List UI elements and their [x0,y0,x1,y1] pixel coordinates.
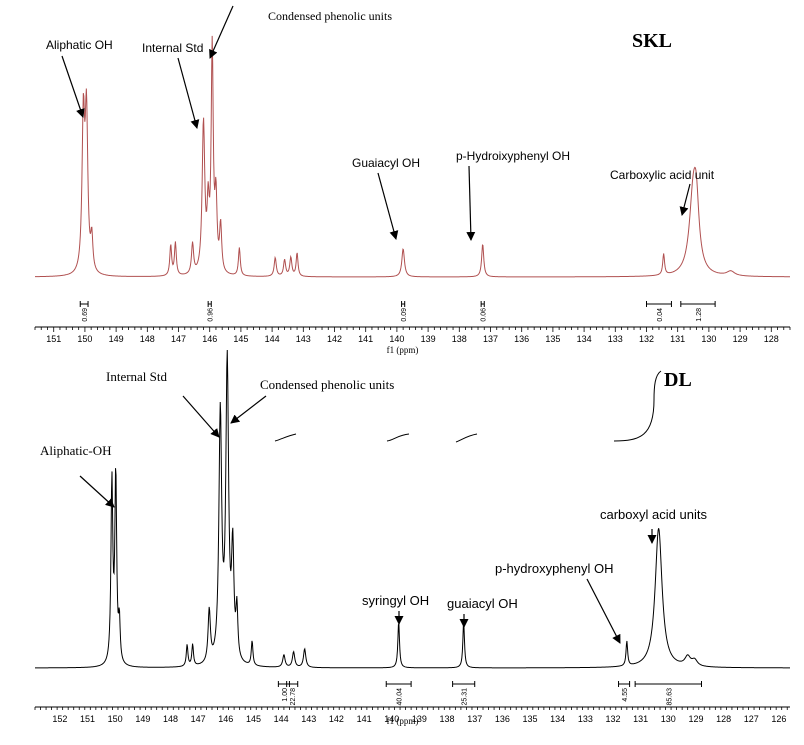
integral-value: 25.31 [462,688,469,706]
x-tick-label: 143 [301,714,316,724]
x-tick-label: 130 [701,334,716,344]
x-tick-label: 133 [608,334,623,344]
x-tick-label: 145 [233,334,248,344]
annotation-arrow [230,395,267,424]
annotation-arrow [679,183,691,216]
peak-annotation-label: Carboxylic acid unit [610,168,715,182]
annotation-arrow [209,5,234,59]
peak-annotation-label: Condensed phenolic units [260,377,394,392]
x-tick-label: 146 [202,334,217,344]
integral-value: 40.04 [397,688,404,706]
integral-value: 0.06 [481,308,488,322]
x-tick-label: 141 [357,714,372,724]
peak-annotation-label: Aliphatic OH [46,38,113,52]
x-tick-label: 144 [274,714,289,724]
spectrum-panel-skl: SKL Aliphatic OH Internal Std Condensed phe… [34,5,791,355]
x-tick-label: 145 [246,714,261,724]
x-tick-label: 146 [218,714,233,724]
x-tick-label: 134 [577,334,592,344]
x-tick-label: 132 [605,714,620,724]
x-tick-label: 140 [389,334,404,344]
x-tick-label: 127 [744,714,759,724]
integral-value: 85.63 [666,688,673,706]
x-tick-label: 152 [52,714,67,724]
x-tick-label: 135 [545,334,560,344]
integral-value: 1.28 [696,308,703,322]
x-tick-label: 149 [135,714,150,724]
integral-value: 4.55 [622,688,629,702]
spectrum-trace [35,349,790,669]
integral-value: 0.04 [657,308,664,322]
x-tick-label: 136 [514,334,529,344]
annotation-arrow [377,172,399,240]
x-tick-label: 144 [265,334,280,344]
x-tick-label: 132 [639,334,654,344]
x-tick-label: 147 [191,714,206,724]
x-tick-label: 148 [140,334,155,344]
integral-value: 22.78 [290,688,297,706]
x-tick-label: 139 [412,714,427,724]
x-tick-label: 143 [296,334,311,344]
x-tick-label: 129 [733,334,748,344]
integral-value: 0.96 [208,308,215,322]
peak-annotation-label: p-Hydroixyphenyl OH [456,149,570,163]
integral-curve [386,433,410,442]
x-tick-label: 148 [163,714,178,724]
integral-value: 0.09 [401,308,408,322]
x-tick-label: 139 [421,334,436,344]
peak-annotation-label: guaiacyl OH [447,596,518,611]
x-tick-label: 128 [764,334,779,344]
integral-curve [613,370,662,442]
integral-value: 0.69 [82,308,89,322]
annotation-arrow [61,55,85,118]
x-tick-label: 151 [80,714,95,724]
x-tick-label: 129 [688,714,703,724]
x-tick-label: 137 [467,714,482,724]
peak-annotation-label: Internal Std [106,369,168,384]
x-tick-label: 138 [452,334,467,344]
x-tick-label: 149 [109,334,124,344]
x-tick-label: 134 [550,714,565,724]
x-tick-label: 150 [77,334,92,344]
peak-annotation-label: syringyl OH [362,593,429,608]
spectrum-panel-dl: DL Aliphatic-OH Internal Std Condensed phen… [34,349,790,726]
x-tick-label: 136 [495,714,510,724]
peak-annotation-label: Condensed phenolic units [268,9,392,23]
x-tick-label: 130 [661,714,676,724]
x-tick-label: 126 [771,714,786,724]
annotation-arrow [182,395,220,438]
peak-annotation-label: carboxyl acid units [600,507,707,522]
annotation-arrow [586,578,621,644]
x-tick-label: 138 [440,714,455,724]
x-tick-label: 150 [108,714,123,724]
x-axis-label: f1 (ppm) [387,716,419,726]
x-tick-label: 147 [171,334,186,344]
x-tick-label: 151 [46,334,61,344]
x-tick-label: 137 [483,334,498,344]
x-tick-label: 133 [578,714,593,724]
x-tick-label: 128 [716,714,731,724]
integral-curve [455,433,478,443]
peak-annotation-label: Guaiacyl OH [352,156,420,170]
panel-title: DL [664,369,692,391]
annotation-arrow [79,475,115,508]
peak-annotation-label: Aliphatic-OH [40,443,111,458]
x-tick-label: 141 [358,334,373,344]
x-tick-label: 140 [384,714,399,724]
peak-annotation-label: p-hydroxyphenyl OH [495,561,614,576]
x-tick-label: 131 [633,714,648,724]
x-tick-label: 142 [329,714,344,724]
x-tick-label: 135 [523,714,538,724]
panel-title: SKL [632,30,672,52]
annotation-arrow [177,57,200,129]
peak-annotation-label: Internal Std [142,41,203,55]
annotation-arrow [466,165,476,241]
integral-curve [274,433,297,442]
x-axis-label: f1 (ppm) [387,345,419,355]
x-tick-label: 142 [327,334,342,344]
spectrum-trace [34,35,790,278]
integral-value: 1.00 [282,688,289,702]
x-tick-label: 131 [670,334,685,344]
